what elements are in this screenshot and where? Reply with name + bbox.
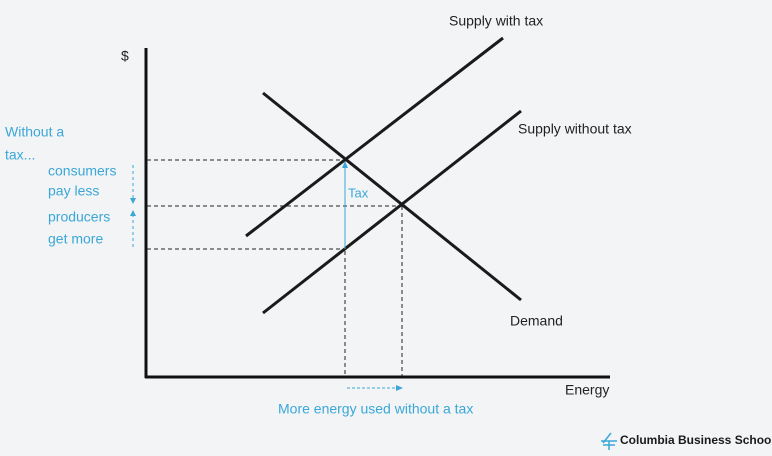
curve-label: Demand (510, 313, 563, 329)
annotation: Without a (5, 124, 64, 140)
annotation: Tax (348, 185, 369, 200)
arrowhead (396, 385, 403, 391)
x-axis-label: Energy (565, 382, 609, 398)
curves (245, 36, 522, 315)
annotation: consumers (48, 163, 116, 179)
demand-curve (262, 91, 522, 302)
y-axis-label: $ (121, 48, 129, 64)
annotation: More energy used without a tax (278, 401, 473, 417)
annotation: producers (48, 209, 110, 225)
annotation: get more (48, 231, 103, 247)
curve-label: Supply with tax (449, 13, 543, 29)
curve-label: Supply without tax (518, 121, 632, 137)
annotation: pay less (48, 183, 99, 199)
annotation: tax... (5, 147, 35, 163)
logo: Columbia Business School (601, 432, 772, 450)
logo-text: Columbia Business School (620, 433, 772, 447)
arrowhead (130, 198, 136, 204)
blue-arrows (130, 161, 403, 391)
logo-icon (601, 432, 617, 450)
supply-with-tax-curve (245, 36, 504, 238)
arrowhead (342, 161, 348, 168)
arrowhead (130, 210, 136, 216)
supply-without-tax-curve (262, 109, 522, 315)
